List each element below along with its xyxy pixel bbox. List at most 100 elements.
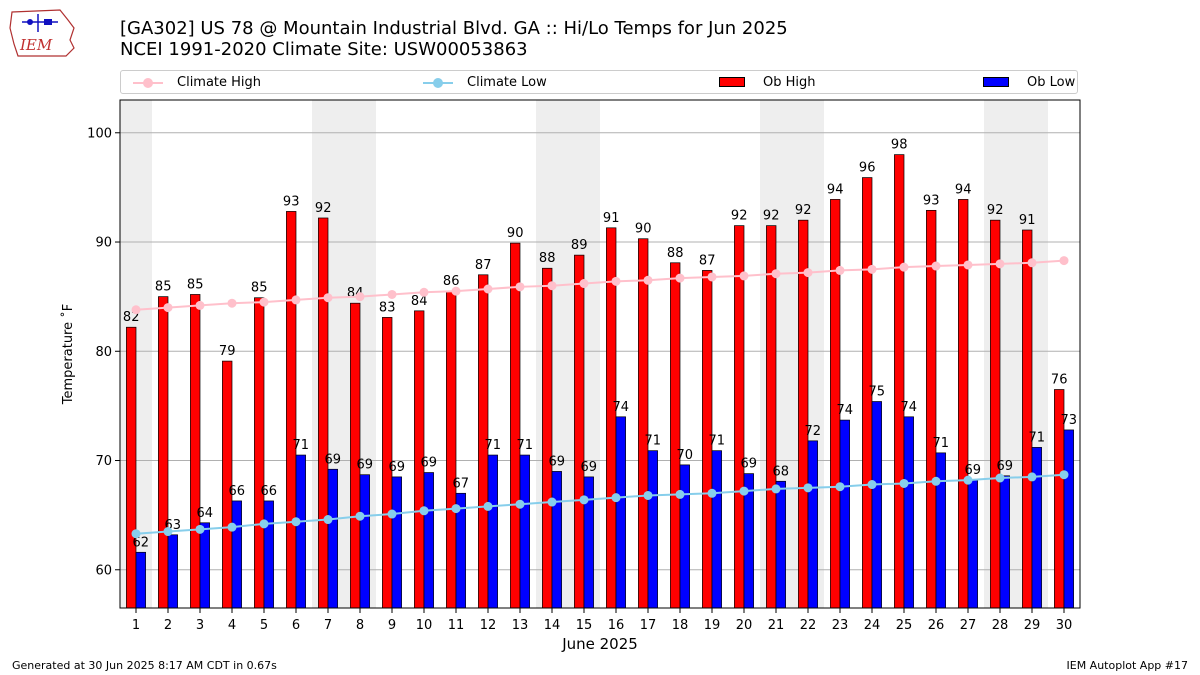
x-tick-label: 28 <box>992 618 1009 633</box>
ob-low-bar <box>711 450 722 609</box>
x-tick-label: 24 <box>864 618 881 633</box>
x-tick-label: 11 <box>448 618 465 633</box>
ob-high-bar <box>734 225 745 609</box>
ob-low-bar <box>359 474 370 609</box>
ob-high-bar <box>574 254 585 609</box>
ob-low-bar <box>551 471 562 609</box>
title-line-1: [GA302] US 78 @ Mountain Industrial Blvd… <box>120 18 788 39</box>
y-tick-label: 100 <box>87 126 112 141</box>
climate-low-point <box>227 522 237 532</box>
climate-low-point <box>803 483 813 493</box>
ob-high-bar <box>670 262 681 609</box>
ob-low-bar <box>231 500 242 609</box>
ob-high-label: 94 <box>955 182 972 197</box>
ob-high-bar <box>894 154 905 609</box>
ob-high-label: 92 <box>795 203 812 218</box>
ob-low-label: 70 <box>677 448 694 463</box>
ob-low-label: 68 <box>773 464 790 479</box>
ob-high-bar <box>542 267 553 609</box>
ob-low-bar <box>199 522 210 609</box>
ob-high-bar <box>286 211 297 609</box>
x-tick-label: 1 <box>132 618 140 633</box>
climate-low-point <box>1027 472 1037 482</box>
ob-low-label: 74 <box>613 400 630 415</box>
y-axis-label: Temperature ˚F <box>60 304 76 405</box>
ob-low-bar <box>1031 447 1042 609</box>
climate-low-point <box>451 504 461 514</box>
ob-low-label: 66 <box>261 484 278 499</box>
ob-low-bar <box>263 500 274 609</box>
climate-high-point <box>419 287 429 297</box>
ob-low-label: 75 <box>869 385 886 400</box>
climate-high-marker-icon <box>143 78 153 88</box>
climate-high-point <box>803 268 813 278</box>
chart-title: [GA302] US 78 @ Mountain Industrial Blvd… <box>120 18 788 60</box>
ob-low-label: 74 <box>837 403 854 418</box>
ob-low-bar <box>423 472 434 609</box>
climate-low-point <box>483 501 493 511</box>
climate-high-point <box>483 284 493 294</box>
legend-label-ob-low: Ob Low <box>1027 75 1076 90</box>
x-tick-label: 21 <box>768 618 785 633</box>
climate-high-point <box>1059 256 1069 266</box>
ob-low-label: 71 <box>517 438 534 453</box>
ob-high-label: 92 <box>731 209 748 224</box>
ob-high-label: 87 <box>475 258 492 273</box>
climate-high-point <box>675 273 685 283</box>
x-tick-label: 17 <box>640 618 657 633</box>
x-tick-label: 19 <box>704 618 721 633</box>
x-tick-label: 30 <box>1056 618 1073 633</box>
ob-high-swatch-icon <box>719 77 745 87</box>
climate-low-point <box>963 475 973 485</box>
ob-high-bar <box>350 302 361 609</box>
ob-high-bar <box>158 296 169 609</box>
x-tick-label: 7 <box>324 618 332 633</box>
y-tick-label: 90 <box>95 236 112 251</box>
climate-low-point <box>995 473 1005 483</box>
y-tick-label: 70 <box>95 454 112 469</box>
ob-high-label: 85 <box>251 281 268 296</box>
ob-low-bar <box>935 452 946 609</box>
ob-low-label: 71 <box>485 438 502 453</box>
x-tick-label: 2 <box>164 618 172 633</box>
x-tick-label: 12 <box>480 618 497 633</box>
ob-low-bar <box>839 419 850 609</box>
x-tick-label: 3 <box>196 618 204 633</box>
ob-low-label: 69 <box>357 458 374 473</box>
climate-low-point <box>643 490 653 500</box>
climate-low-point <box>131 529 141 539</box>
ob-low-label: 73 <box>1061 413 1078 428</box>
ob-high-label: 76 <box>1051 373 1068 388</box>
climate-low-point <box>163 527 173 537</box>
x-tick-label: 18 <box>672 618 689 633</box>
ob-high-label: 90 <box>635 222 652 237</box>
ob-high-bar <box>254 297 265 609</box>
ob-low-bar <box>391 476 402 609</box>
ob-high-bar <box>1022 229 1033 609</box>
climate-low-point <box>291 517 301 527</box>
climate-low-point <box>387 509 397 519</box>
x-tick-label: 4 <box>228 618 236 633</box>
x-tick-label: 13 <box>512 618 529 633</box>
climate-high-point <box>227 298 237 308</box>
climate-high-point <box>163 303 173 313</box>
title-line-2: NCEI 1991-2020 Climate Site: USW00053863 <box>120 39 528 60</box>
climate-high-point <box>739 271 749 281</box>
climate-high-point <box>899 262 909 272</box>
climate-low-point <box>1059 470 1069 480</box>
ob-high-label: 92 <box>315 201 332 216</box>
ob-low-label: 71 <box>293 438 310 453</box>
x-tick-label: 14 <box>544 618 561 633</box>
logo-text: IEM <box>19 36 53 54</box>
ob-high-bar <box>990 219 1001 609</box>
ob-low-bar <box>999 475 1010 609</box>
climate-high-point <box>835 265 845 275</box>
climate-low-point <box>707 488 717 498</box>
ob-low-label: 69 <box>997 459 1014 474</box>
climate-low-point <box>579 495 589 505</box>
ob-high-label: 86 <box>443 274 460 289</box>
climate-low-point <box>835 482 845 492</box>
x-tick-label: 8 <box>356 618 364 633</box>
climate-high-point <box>291 295 301 305</box>
climate-low-point <box>867 480 877 490</box>
